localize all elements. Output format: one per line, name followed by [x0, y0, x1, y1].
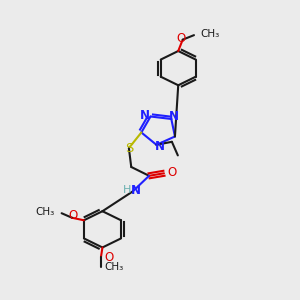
- Text: CH₃: CH₃: [200, 29, 220, 39]
- Text: N: N: [140, 109, 150, 122]
- Text: CH₃: CH₃: [104, 262, 123, 272]
- Text: S: S: [125, 142, 133, 154]
- Text: H: H: [123, 185, 132, 195]
- Text: CH₃: CH₃: [35, 207, 54, 217]
- Text: O: O: [68, 209, 77, 222]
- Text: N: N: [155, 140, 165, 153]
- Text: N: N: [169, 110, 179, 123]
- Text: N: N: [131, 184, 141, 197]
- Text: O: O: [177, 32, 186, 45]
- Text: O: O: [104, 251, 113, 264]
- Text: O: O: [167, 166, 176, 179]
